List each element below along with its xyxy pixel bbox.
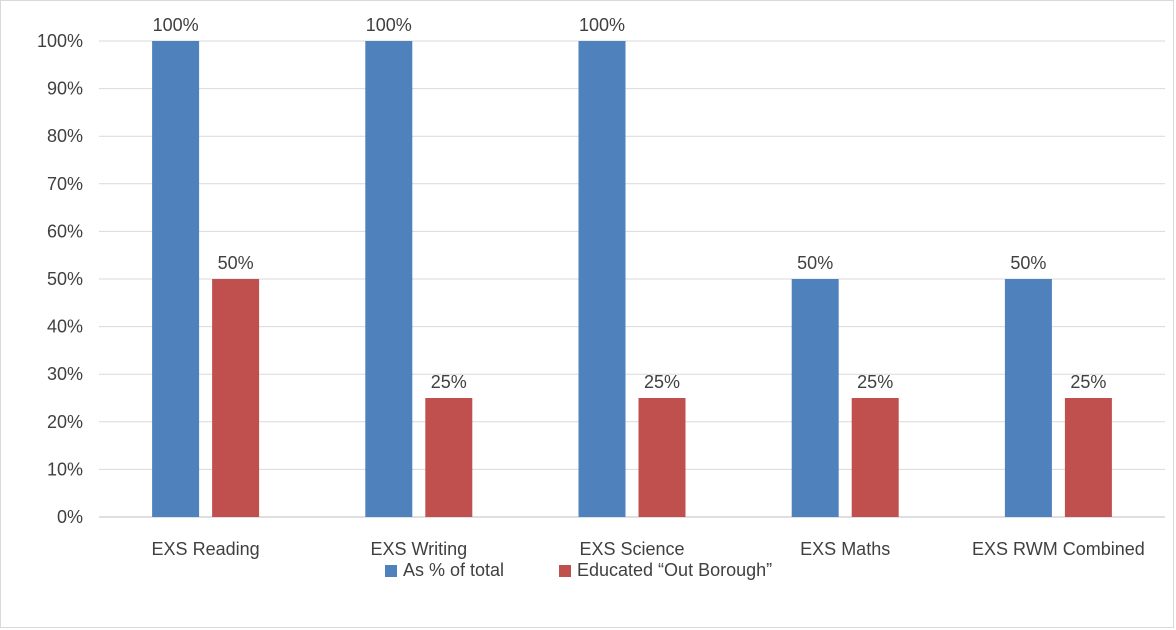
y-tick-label: 100% (37, 31, 83, 51)
y-axis-ticks: 0% 10% 20% 30% 40% 50% 60% 70% 80% 90% 100% (37, 31, 83, 527)
y-tick-label: 0% (57, 507, 83, 527)
data-label: 50% (218, 253, 254, 273)
category-label: EXS Reading (152, 539, 260, 559)
legend: As % of total Educated “Out Borough” (385, 560, 772, 580)
gridlines (99, 40, 1165, 518)
category-label: EXS Writing (370, 539, 467, 559)
bar-educated-out-borough (638, 398, 686, 517)
bar-educated-out-borough (425, 398, 473, 517)
bar-as-pct-of-total (152, 41, 200, 517)
bar-educated-out-borough (851, 398, 899, 517)
category-label: EXS Maths (800, 539, 890, 559)
data-label: 100% (579, 15, 625, 35)
bar-as-pct-of-total (365, 41, 413, 517)
data-label: 25% (857, 372, 893, 392)
x-axis-categories: EXS Reading EXS Writing EXS Science EXS Mat… (152, 539, 1145, 559)
bars (152, 41, 1112, 517)
y-tick-label: 80% (47, 126, 83, 146)
legend-swatch (385, 565, 397, 577)
y-tick-label: 50% (47, 269, 83, 289)
data-label: 25% (644, 372, 680, 392)
category-label: EXS Science (579, 539, 684, 559)
data-label: 50% (1010, 253, 1046, 273)
y-tick-label: 30% (47, 364, 83, 384)
y-tick-label: 60% (47, 221, 83, 241)
bar-as-pct-of-total (578, 41, 626, 517)
bar-educated-out-borough (212, 279, 260, 517)
y-tick-label: 40% (47, 317, 83, 337)
bar-educated-out-borough (1064, 398, 1112, 517)
y-tick-label: 10% (47, 459, 83, 479)
y-tick-label: 70% (47, 174, 83, 194)
legend-label: As % of total (403, 560, 504, 580)
data-label: 50% (797, 253, 833, 273)
data-labels: 100% 50% 100% 25% 100% 25% 50% 25% 50% 25% (153, 15, 1107, 392)
bar-as-pct-of-total (791, 279, 839, 517)
y-tick-label: 90% (47, 79, 83, 99)
y-tick-label: 20% (47, 412, 83, 432)
bar-as-pct-of-total (1004, 279, 1052, 517)
data-label: 100% (153, 15, 199, 35)
legend-label: Educated “Out Borough” (577, 560, 772, 580)
legend-swatch (559, 565, 571, 577)
data-label: 25% (431, 372, 467, 392)
data-label: 100% (366, 15, 412, 35)
category-label: EXS RWM Combined (972, 539, 1145, 559)
data-label: 25% (1070, 372, 1106, 392)
